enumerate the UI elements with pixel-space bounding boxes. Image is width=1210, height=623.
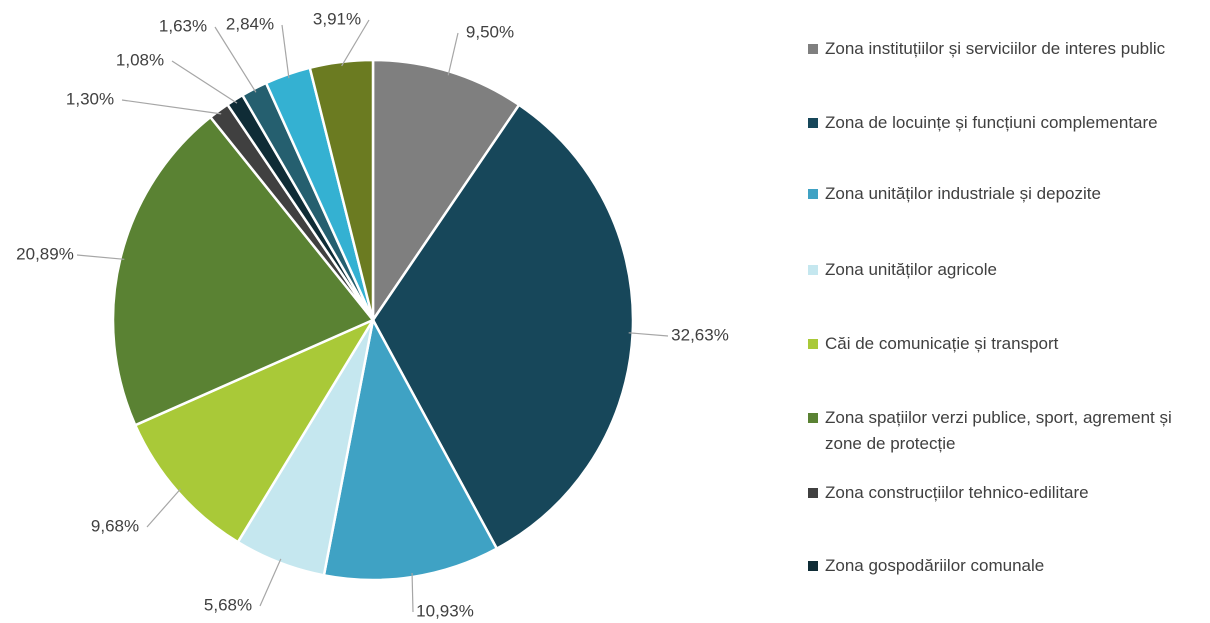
legend-label: Zona unităților agricole xyxy=(825,260,997,279)
legend-label: Zona construcțiilor tehnico-edilitare xyxy=(825,483,1089,502)
data-label: 9,50% xyxy=(466,22,514,41)
data-label: 2,84% xyxy=(226,14,274,33)
data-label: 3,91% xyxy=(313,9,361,28)
data-label: 20,89% xyxy=(16,244,74,263)
legend-swatch xyxy=(808,339,818,349)
legend-swatch xyxy=(808,488,818,498)
data-label: 10,93% xyxy=(416,601,474,620)
leader-line xyxy=(628,332,669,337)
legend-item: Zona unităților industriale și depozite xyxy=(808,181,1198,207)
legend-item: Zona unităților agricole xyxy=(808,257,1198,283)
legend-item: Zona spațiilor verzi publice, sport, agr… xyxy=(808,405,1198,457)
legend-label: Căi de comunicație și transport xyxy=(825,334,1059,353)
leader-line xyxy=(214,26,257,93)
leader-line xyxy=(411,572,414,613)
leader-line xyxy=(171,60,238,104)
legend-item: Zona de locuințe și funcțiuni complement… xyxy=(808,110,1198,136)
leader-line xyxy=(259,558,282,607)
legend-label: Zona unităților industriale și depozite xyxy=(825,184,1101,203)
legend-item: Căi de comunicație și transport xyxy=(808,331,1198,357)
legend-label: Zona de locuințe și funcțiuni complement… xyxy=(825,113,1158,132)
leader-line xyxy=(76,254,125,260)
data-label: 5,68% xyxy=(204,595,252,614)
legend-item: Zona construcțiilor tehnico-edilitare xyxy=(808,480,1198,506)
legend-swatch xyxy=(808,189,818,199)
leader-line xyxy=(341,19,370,67)
legend-item: Zona gospodăriilor comunale xyxy=(808,553,1198,579)
pie-slice xyxy=(308,58,375,321)
data-label: 1,30% xyxy=(66,89,114,108)
leader-line xyxy=(146,488,182,528)
legend-swatch xyxy=(808,413,818,423)
legend-swatch xyxy=(808,265,818,275)
leader-line xyxy=(281,24,290,79)
legend-label: Zona gospodăriilor comunale xyxy=(825,556,1045,575)
legend-swatch xyxy=(808,44,818,54)
legend-item: Zona instituțiilor și serviciilor de int… xyxy=(808,36,1198,62)
leader-line xyxy=(447,32,459,76)
leader-line xyxy=(121,99,222,115)
data-label: 1,63% xyxy=(159,16,207,35)
legend-label: Zona spațiilor verzi publice, sport, agr… xyxy=(825,408,1172,453)
data-label: 32,63% xyxy=(671,325,729,344)
legend-swatch xyxy=(808,118,818,128)
data-label: 1,08% xyxy=(116,50,164,69)
legend-label: Zona instituțiilor și serviciilor de int… xyxy=(825,39,1166,58)
data-label: 9,68% xyxy=(91,516,139,535)
legend-swatch xyxy=(808,561,818,571)
